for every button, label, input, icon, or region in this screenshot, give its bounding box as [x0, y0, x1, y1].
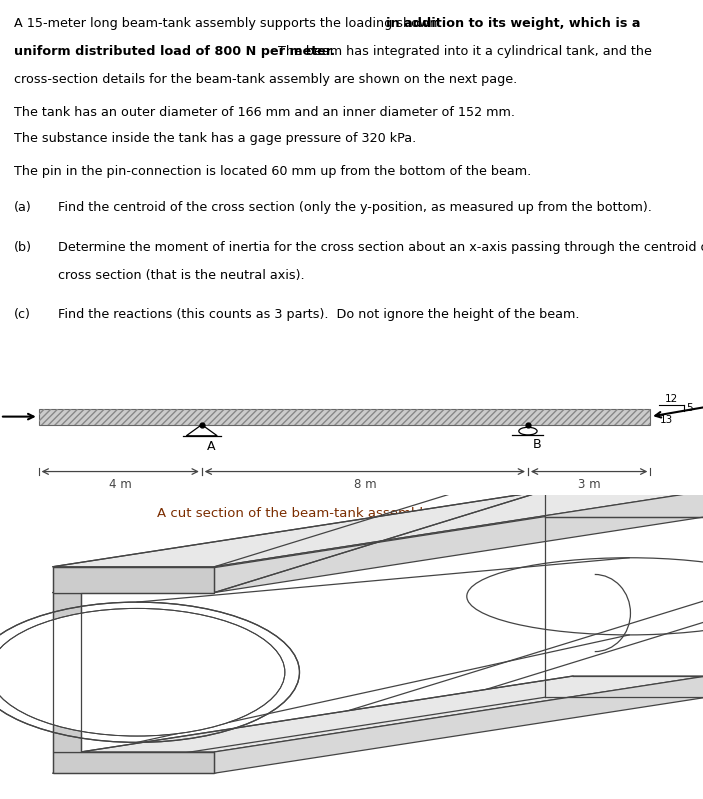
Circle shape — [0, 608, 285, 736]
Bar — [39, 408, 650, 425]
Polygon shape — [53, 491, 703, 566]
Text: 3 m: 3 m — [578, 478, 600, 491]
Text: cross-section details for the beam-tank assembly are shown on the next page.: cross-section details for the beam-tank … — [14, 74, 517, 86]
Text: Find the centroid of the cross section (only the y-position, as measured up from: Find the centroid of the cross section (… — [58, 201, 652, 214]
Text: uniform distributed load of 800 N per meter.: uniform distributed load of 800 N per me… — [14, 46, 335, 58]
Text: A: A — [207, 440, 215, 453]
Text: The beam has integrated into it a cylindrical tank, and the: The beam has integrated into it a cylind… — [270, 46, 652, 58]
Text: A cut section of the beam-tank assembly.: A cut section of the beam-tank assembly. — [157, 507, 433, 520]
Ellipse shape — [0, 634, 299, 711]
Text: (b): (b) — [14, 240, 32, 253]
Text: B: B — [533, 438, 541, 451]
Text: 8 m: 8 m — [354, 478, 376, 491]
Polygon shape — [53, 752, 214, 773]
Text: cross section (that is the neutral axis).: cross section (that is the neutral axis)… — [58, 268, 305, 282]
Text: The tank has an outer diameter of 166 mm and an inner diameter of 152 mm.: The tank has an outer diameter of 166 mm… — [14, 106, 515, 119]
Text: Determine the moment of inertia for the cross section about an x-axis passing th: Determine the moment of inertia for the … — [58, 240, 703, 253]
Text: 4 m: 4 m — [109, 478, 131, 491]
Text: 12: 12 — [665, 394, 678, 403]
Polygon shape — [214, 491, 703, 593]
Text: 5: 5 — [686, 403, 692, 413]
Polygon shape — [81, 676, 703, 752]
Text: in addition to its weight, which is a: in addition to its weight, which is a — [386, 17, 640, 30]
Polygon shape — [53, 593, 81, 752]
Polygon shape — [214, 676, 703, 773]
Text: (c): (c) — [14, 308, 31, 321]
Text: The pin in the pin-connection is located 60 mm up from the bottom of the beam.: The pin in the pin-connection is located… — [14, 165, 531, 178]
Text: A 15-meter long beam-tank assembly supports the loading shown: A 15-meter long beam-tank assembly suppo… — [14, 17, 441, 30]
Text: Find the reactions (this counts as 3 parts).  Do not ignore the height of the be: Find the reactions (this counts as 3 par… — [58, 308, 580, 321]
Polygon shape — [53, 566, 214, 593]
Text: (a): (a) — [14, 201, 32, 214]
Text: 13: 13 — [659, 415, 673, 424]
Bar — [39, 408, 650, 425]
Text: The substance inside the tank has a gage pressure of 320 kPa.: The substance inside the tank has a gage… — [14, 133, 416, 145]
